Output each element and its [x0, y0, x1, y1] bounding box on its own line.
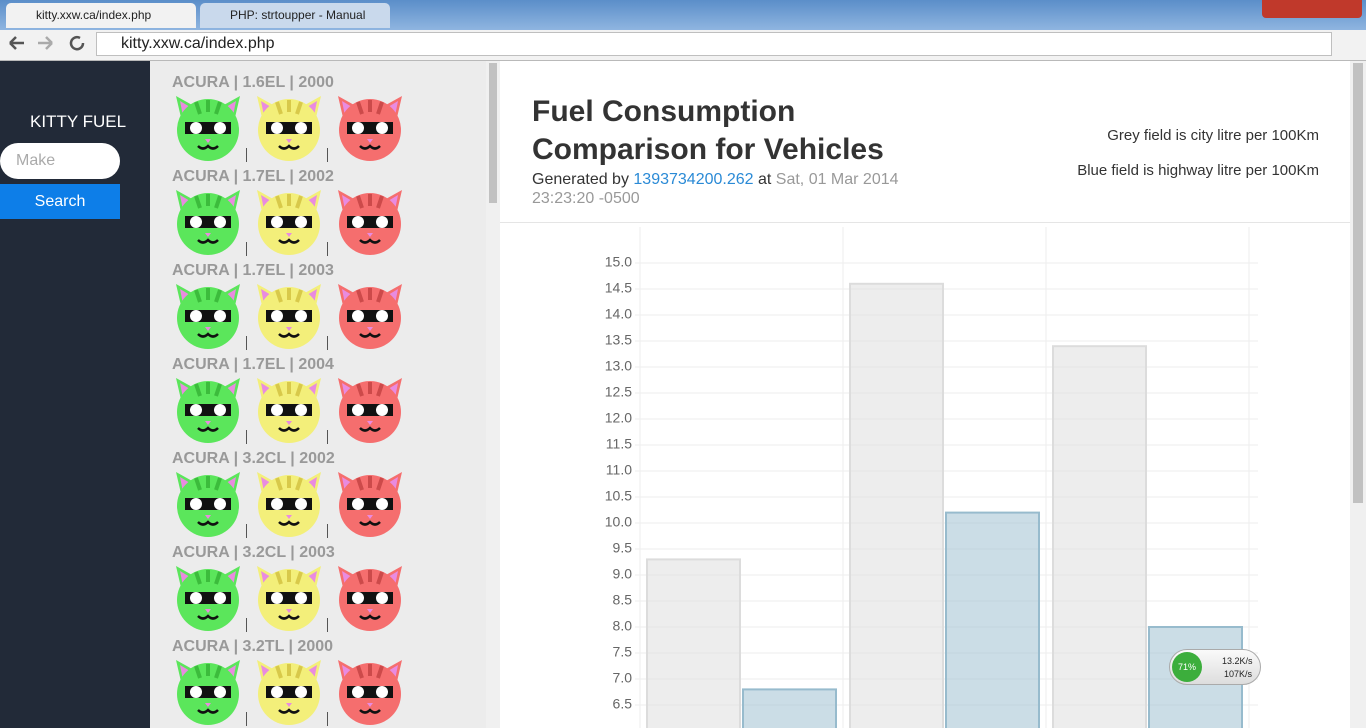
download-rate: 107K/s: [1224, 669, 1253, 679]
y-tick-label: 14.0: [605, 306, 632, 322]
bar: [1052, 345, 1147, 728]
cat-icon: [338, 190, 402, 255]
cat-icon: [257, 190, 321, 255]
window-controls[interactable]: [1262, 0, 1362, 18]
cat-icon: [338, 566, 402, 631]
legend-note: Blue field is highway litre per 100Km: [1077, 162, 1319, 179]
separator: [327, 618, 328, 632]
cat-icon: [338, 472, 402, 537]
cat-icon: [176, 190, 240, 255]
vehicle-title: ACURA | 1.7EL | 2004: [172, 356, 334, 373]
separator: [327, 524, 328, 538]
separator: [246, 242, 247, 256]
search-button[interactable]: Search: [0, 184, 120, 219]
search-input[interactable]: Make: [0, 143, 120, 179]
cat-icon: [257, 566, 321, 631]
timestamp: Sat, 01 Mar 2014 23:23:20 -0500: [532, 171, 899, 207]
separator: [246, 148, 247, 162]
address-bar[interactable]: kitty.xxw.ca/index.php: [96, 32, 1332, 56]
separator: [327, 712, 328, 726]
separator: [246, 618, 247, 632]
y-tick-label: 12.0: [605, 410, 632, 426]
cpu-percent: 71%: [1172, 652, 1202, 682]
cat-icon: [338, 660, 402, 725]
text: at: [757, 171, 772, 188]
vehicle-title: ACURA | 1.6EL | 2000: [172, 74, 334, 91]
cat-icon: [176, 378, 240, 443]
scrollbar: [486, 61, 500, 728]
cat-icon: [257, 378, 321, 443]
cat-icon: [257, 472, 321, 537]
y-tick-label: 10.0: [605, 514, 632, 530]
cat-icon: [176, 660, 240, 725]
separator: [246, 336, 247, 350]
network-widget[interactable]: 71% 13.2K/s 107K/s: [1169, 649, 1261, 685]
separator: [327, 430, 328, 444]
vehicle-title: ACURA | 3.2CL | 2002: [172, 450, 335, 467]
generated-line: Generated by 1393734200.262 at Sat, 01 M…: [532, 170, 912, 208]
separator: [327, 242, 328, 256]
sidebar: KITTY FUEL Make Search: [0, 61, 150, 728]
y-tick-label: 9.0: [613, 566, 633, 582]
vehicle-title: ACURA | 1.7EL | 2003: [172, 262, 334, 279]
link[interactable]: 1393734200.262: [633, 171, 754, 188]
nav-buttons[interactable]: [0, 30, 96, 60]
y-tick-label: 8.0: [613, 618, 633, 634]
y-tick-label: 11.0: [606, 462, 632, 478]
y-tick-label: 15.0: [605, 254, 632, 270]
y-tick-label: 10.5: [605, 488, 632, 504]
y-tick-label: 6.5: [613, 696, 633, 712]
separator: [246, 430, 247, 444]
separator: [246, 524, 247, 538]
y-tick-label: 12.5: [605, 384, 632, 400]
y-tick-label: 11.5: [606, 436, 632, 452]
vehicle-title: ACURA | 3.2TL | 2000: [172, 638, 334, 655]
separator: [327, 336, 328, 350]
tab[interactable]: kitty.xxw.ca/index.php: [6, 3, 196, 28]
separator: [246, 712, 247, 726]
cat-icon: [338, 378, 402, 443]
chart: 6.5 7.0 7.5 8.0 8.5 9.0 9.5 10.0 10.5 11.0 11.5 12.…: [605, 227, 1258, 728]
cat-icon: [176, 472, 240, 537]
y-tick-label: 8.5: [613, 592, 633, 608]
bar: [849, 282, 944, 728]
divider: [500, 222, 1350, 223]
cat-icon: [257, 660, 321, 725]
legend-note: Grey field is city litre per 100Km: [1107, 127, 1319, 144]
cat-icon: [176, 566, 240, 631]
cat-icon: [338, 284, 402, 349]
y-tick-label: 7.5: [613, 644, 633, 660]
tab[interactable]: PHP: strtoupper - Manual: [200, 3, 390, 28]
tab-bar: kitty.xxw.ca/index.php PHP: strtoupper -…: [0, 0, 1366, 30]
separator: [327, 148, 328, 162]
text: Generated by: [532, 171, 629, 188]
upload-rate: 13.2K/s: [1222, 656, 1253, 666]
vehicle-title: ACURA | 3.2CL | 2003: [172, 544, 335, 561]
main: Fuel Consumption Comparison for Vehicles…: [500, 61, 1350, 728]
cat-icon: [176, 96, 240, 161]
cat-icon: [257, 284, 321, 349]
y-tick-label: 7.0: [613, 670, 633, 686]
y-tick-label: 14.5: [605, 280, 632, 296]
vehicle-list: ACURA | 1.6EL | 2000 ACURA | 1.7EL | 2002…: [150, 61, 486, 728]
scrollbar: [1350, 61, 1366, 728]
y-tick-label: 9.5: [613, 540, 633, 556]
bar: [646, 558, 741, 728]
y-tick-label: 13.5: [605, 332, 632, 348]
cat-icon: [338, 96, 402, 161]
y-tick-label: 13.0: [605, 358, 632, 374]
cat-icon: [257, 96, 321, 161]
bar: [742, 688, 837, 728]
cat-icon: [176, 284, 240, 349]
page-title: Fuel Consumption Comparison for Vehicles: [532, 95, 884, 166]
vehicle-title: ACURA | 1.7EL | 2002: [172, 168, 334, 185]
brand: KITTY FUEL: [30, 112, 127, 131]
bar: [945, 511, 1040, 728]
